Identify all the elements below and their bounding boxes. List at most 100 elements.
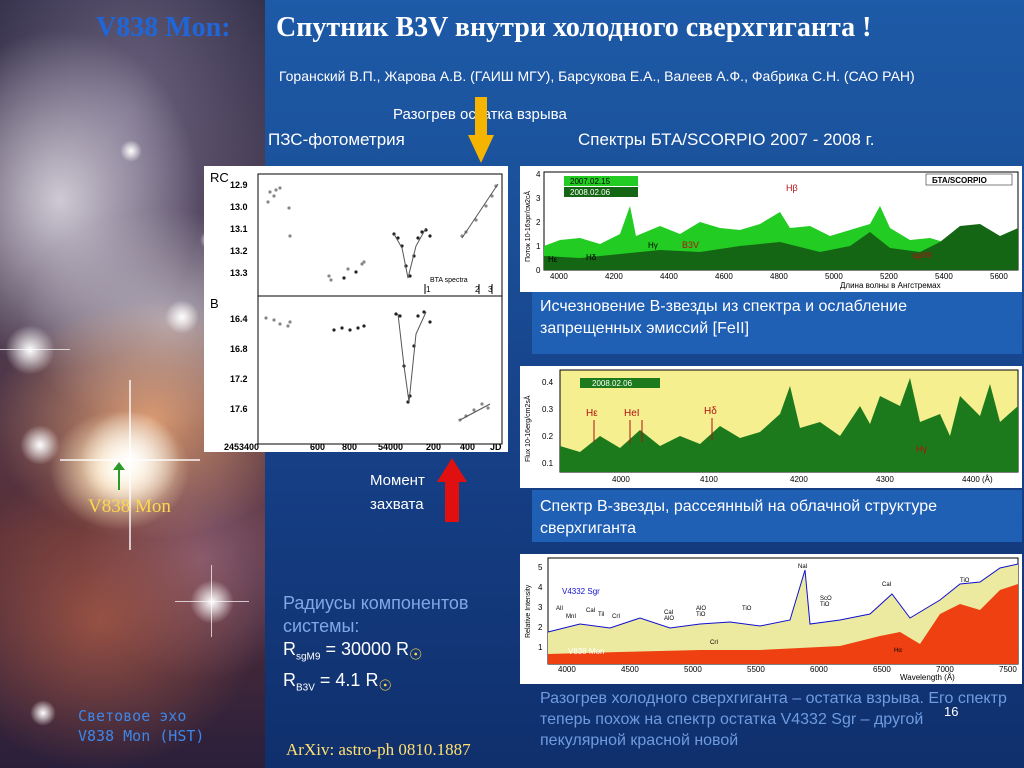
rc-tick-label: 13.1 <box>230 224 248 234</box>
spectra-x-tick-label: 4200 <box>605 272 623 281</box>
comparison-x-tick-label: 6500 <box>873 665 891 674</box>
page-number: 16 <box>944 704 959 719</box>
hei-label: HeI <box>624 408 640 419</box>
comparison-line-label: ScO <box>820 596 832 602</box>
h-epsilon-label-2: Hε <box>586 408 598 419</box>
caption-scattered-spectrum: Спектр B-звезды, рассеянный на облачной … <box>540 498 938 537</box>
comparison-line-label: TiO <box>820 602 830 608</box>
green-up-arrow-icon <box>113 462 125 490</box>
jd-tick-label: 600 <box>310 442 325 452</box>
spectra-x-tick-label: 4800 <box>770 272 788 281</box>
comparison-y-tick-label: 4 <box>538 583 543 592</box>
comparison-line-label: Hα <box>894 648 902 654</box>
spectra-label: Спектры БТА/SCORPIO 2007 - 2008 г. <box>578 130 875 149</box>
spectra-y-tick-label: 0 <box>536 266 541 275</box>
echo-line-2: V838 Mon (HST) <box>78 727 205 745</box>
legend-2008-02-06: 2008.02.06 <box>592 379 633 388</box>
comparison-y-tick-label: 5 <box>538 563 543 572</box>
caption-supergiant-heating: Разогрев холодного сверхгиганта – остатк… <box>540 690 1007 749</box>
comparison-chart: V4332 Sgr V838 Mon AlI MnI CaI TiI CrI CaI AlO… <box>520 554 1022 684</box>
spectrum-y-tick-label: 0.1 <box>542 459 554 468</box>
spectra-x-tick-label: 5000 <box>825 272 843 281</box>
radii-heading-2: системы: <box>283 616 360 636</box>
jd-tick-label: 400 <box>460 442 475 452</box>
comparison-x-axis-label: Wavelength (Å) <box>900 673 955 682</box>
radius-supergiant: RsgM9 = 30000 R☉ <box>283 639 423 664</box>
comparison-y-axis-label: Relative Intensity <box>525 584 532 638</box>
spectra-y-tick-label: 1 <box>536 242 541 251</box>
b-tick-label: 16.8 <box>230 344 248 354</box>
spectra-x-tick-label: 5200 <box>880 272 898 281</box>
spectra-x-tick-label: 4600 <box>715 272 733 281</box>
capture-label-2: захвата <box>370 496 424 513</box>
spectrum-x-tick-label: 4200 <box>790 475 808 484</box>
comparison-x-tick-label: 5500 <box>747 665 765 674</box>
radii-heading-1: Радиусы компонентов <box>283 593 469 613</box>
comparison-line-label: MnI <box>566 614 576 620</box>
ccd-photometry-label: ПЗС-фотометрия <box>268 130 405 149</box>
comparison-line-label: AlO <box>696 606 706 612</box>
jd-tick-label: 2453400 <box>224 442 259 452</box>
spectrum-y-tick-label: 0.4 <box>542 378 554 387</box>
h-beta-label: Hβ <box>786 183 798 193</box>
radii-block: Радиусы компонентов системы: RsgM9 = 300… <box>283 592 513 699</box>
jd-tick-label: 800 <box>342 442 357 452</box>
spectrum-x-tick-label: 4400 (Å) <box>962 475 993 484</box>
rc-tick-label: 13.0 <box>230 202 248 212</box>
legend-2007: 2007.02.15 <box>570 177 611 186</box>
bta-spectra-annotation: BTA spectra <box>430 277 468 284</box>
caption-1-bg <box>532 292 1022 354</box>
comparison-line-label: TiO <box>696 612 706 618</box>
spectra-x-tick-label: 5400 <box>935 272 953 281</box>
spectrum-y-tick-label: 0.2 <box>542 432 554 441</box>
echo-line-1: Световое эхо <box>78 707 187 725</box>
comparison-y-tick-label: 1 <box>538 643 543 652</box>
h-gamma-label: Hγ <box>648 241 658 250</box>
spectrum-x-tick-label: 4000 <box>612 475 630 484</box>
sgm9-label: sgM9 <box>912 251 932 260</box>
page-title: Спутник B3V внутри холодного сверхгигант… <box>276 12 872 43</box>
b-band-label: B <box>210 296 219 311</box>
rc-tick-label: 13.3 <box>230 268 248 278</box>
comparison-line-label: TiI <box>598 612 605 618</box>
comparison-line-label: TiO <box>960 578 970 584</box>
b-tick-label: 17.6 <box>230 404 248 414</box>
comparison-x-tick-label: 4500 <box>621 665 639 674</box>
light-echo-caption: Световое эхо V838 Mon (HST) <box>78 706 204 746</box>
arxiv-reference: ArXiv: astro-ph 0810.1887 <box>286 740 471 759</box>
red-up-arrow-icon <box>437 458 467 522</box>
jd-tick-label: JD <box>490 442 502 452</box>
spectrum-mark-label: 1 <box>426 285 431 294</box>
spectra-y-tick-label: 3 <box>536 194 541 203</box>
caption-b-star-disappearance: Исчезновение B-звезды из спектра и ослаб… <box>540 298 907 337</box>
b3v-label: B3V <box>682 240 699 250</box>
b-tick-label: 17.2 <box>230 374 248 384</box>
authors: Горанский В.П., Жарова А.В. (ГАИШ МГУ), … <box>279 68 915 84</box>
comparison-line-label: AlI <box>556 606 563 612</box>
caption-2-bg <box>532 490 1022 542</box>
spectra-y-axis-label: Поток 10-16эрг/см2сÅ <box>523 191 532 262</box>
spectrum-mark-label: 3 <box>488 285 493 294</box>
rc-tick-label: 12.9 <box>230 180 248 190</box>
rc-tick-label: 13.2 <box>230 246 248 256</box>
b-tick-label: 16.4 <box>230 314 248 324</box>
spectrum-x-tick-label: 4100 <box>700 475 718 484</box>
spectra-x-tick-label: 4400 <box>660 272 678 281</box>
title-object: V838 Mon: <box>96 12 231 43</box>
comparison-line-label: CaI <box>882 582 892 588</box>
capture-label-1: Момент <box>370 472 425 489</box>
comparison-line-label: CrI <box>612 614 620 620</box>
comparison-x-tick-label: 5000 <box>684 665 702 674</box>
v4332-sgr-legend: V4332 Sgr <box>562 587 600 596</box>
bta-scorpio-badge: БТА/SCORPIO <box>932 176 987 185</box>
legend-2008: 2008.02.06 <box>570 188 611 197</box>
jd-tick-label: 200 <box>426 442 441 452</box>
comparison-line-label: CrI <box>710 640 718 646</box>
comparison-line-label: CaI <box>664 610 674 616</box>
comparison-line-label: CaI <box>586 608 596 614</box>
h-gamma-label-2: Hγ <box>916 444 927 454</box>
comparison-line-label: AlO <box>664 616 674 622</box>
light-curve-chart: RC B 12.9 13.0 13.1 13.2 13.3 16.4 16.8 17.2 17… <box>204 166 508 452</box>
spectra-2007-2008-chart: 2007.02.15 2008.02.06 БТА/SCORPIO Hβ Hγ … <box>520 166 1022 292</box>
spectra-x-tick-label: 5600 <box>990 272 1008 281</box>
